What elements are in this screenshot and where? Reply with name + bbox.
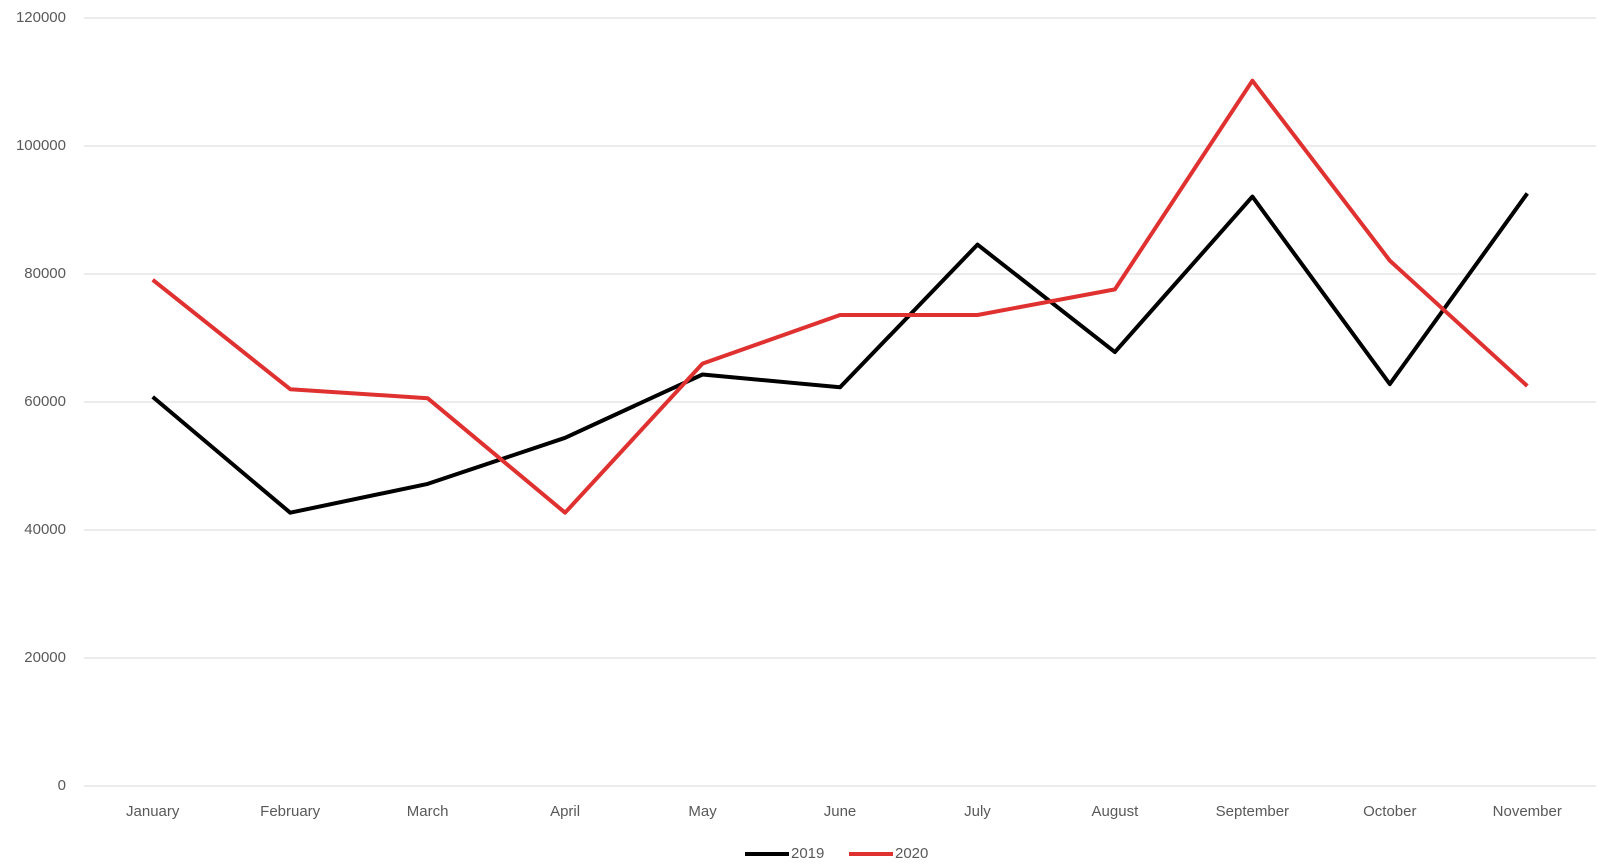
x-tick-label: June [824, 803, 857, 820]
x-tick-label: September [1216, 803, 1289, 820]
y-tick-label: 60000 [24, 393, 66, 410]
x-tick-label: November [1493, 803, 1562, 820]
y-tick-label: 40000 [24, 521, 66, 538]
x-tick-label: April [550, 803, 580, 820]
y-tick-label: 20000 [24, 649, 66, 666]
legend-label: 2020 [895, 845, 928, 862]
legend-label: 2019 [791, 845, 824, 862]
line-series [151, 78, 1529, 515]
x-tick-label: August [1092, 803, 1140, 820]
line-series [151, 192, 1529, 515]
y-tick-label: 100000 [16, 137, 66, 154]
x-tick-label: October [1363, 803, 1416, 820]
x-tick-label: March [407, 803, 449, 820]
y-tick-label: 120000 [16, 9, 66, 26]
x-tick-label: May [688, 803, 717, 820]
y-tick-label: 80000 [24, 265, 66, 282]
x-tick-label: January [126, 803, 180, 820]
y-tick-label: 0 [58, 777, 66, 794]
x-tick-label: February [260, 803, 321, 820]
x-tick-label: July [964, 803, 991, 820]
